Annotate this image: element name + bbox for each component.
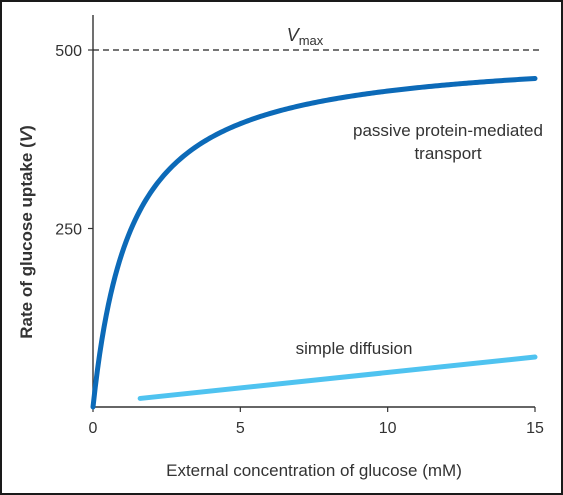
transport-label-line1: passive protein-mediated <box>353 121 543 140</box>
x-tick-label: 0 <box>89 420 98 437</box>
y-axis-title-close: ) <box>17 125 36 131</box>
y-axis-title: Rate of glucose uptake (V) <box>17 125 36 339</box>
x-tick-label: 15 <box>526 420 544 437</box>
x-tick-label: 5 <box>236 420 245 437</box>
series-group <box>90 75 538 410</box>
series-line-transport <box>90 75 538 410</box>
x-axis-title: External concentration of glucose (mM) <box>166 461 462 480</box>
y-tick-label: 500 <box>55 43 82 60</box>
vmax-group: Vmax <box>93 25 543 51</box>
vmax-label: Vmax <box>287 25 324 48</box>
y-axis-title-var: V <box>17 129 36 142</box>
y-axis-title-main: Rate of glucose uptake ( <box>17 142 36 339</box>
x-tick-label: 10 <box>379 420 397 437</box>
diffusion-label: simple diffusion <box>296 339 413 358</box>
vmax-label-main: V <box>287 25 301 45</box>
transport-label-line2: transport <box>414 144 481 163</box>
ticks: 0 5 10 15 250 500 <box>55 43 544 437</box>
y-tick-label: 250 <box>55 222 82 239</box>
series-line-diffusion <box>137 354 538 401</box>
vmax-label-sub: max <box>299 33 324 48</box>
axes <box>92 15 535 408</box>
